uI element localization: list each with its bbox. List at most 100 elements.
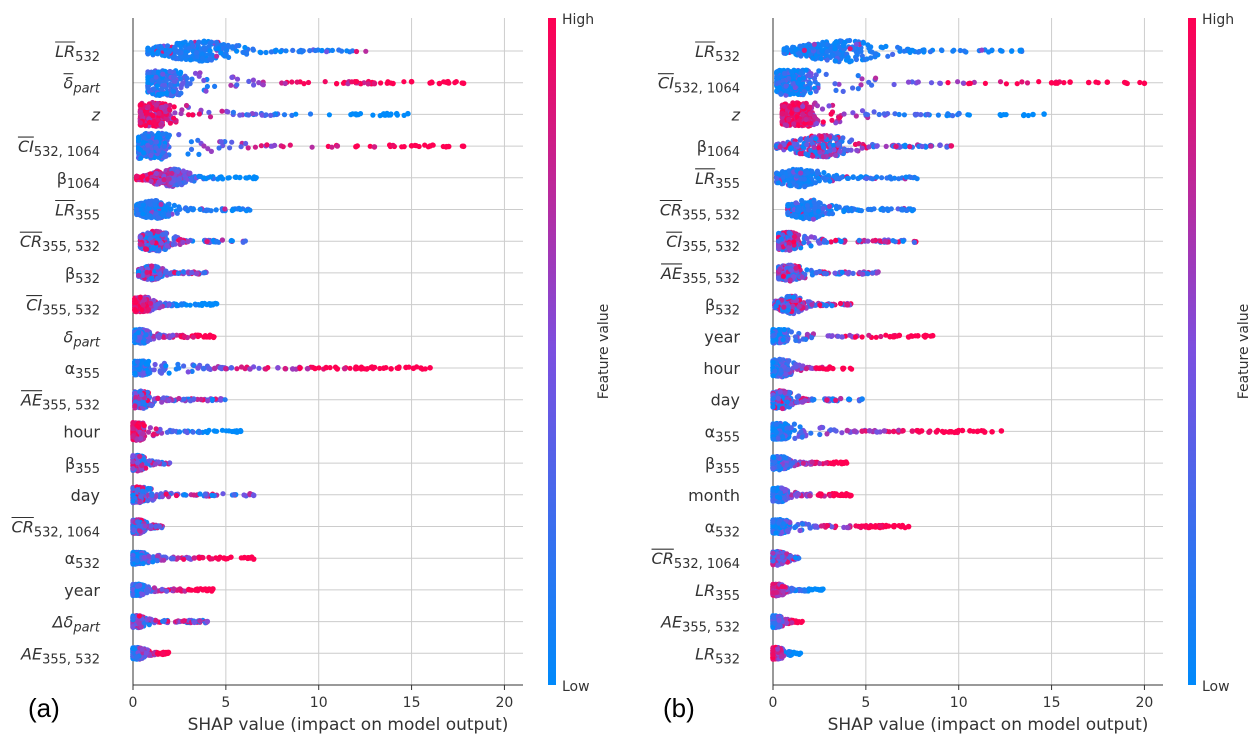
shap-point [171,104,177,110]
shap-point [140,211,146,217]
shap-point [153,303,159,309]
shap-point [152,461,159,467]
shap-point [157,271,163,277]
shap-point [365,81,371,87]
shap-point [160,211,166,217]
shap-point [183,56,189,63]
shap-outlier [312,365,318,372]
shap-point [334,81,340,87]
shap-point [181,396,187,402]
shap-point [152,198,158,204]
shap-point [203,88,209,94]
shap-point [166,49,172,55]
shap-outlier [427,143,433,149]
shap-point [140,202,147,208]
shap-point [185,369,191,375]
shap-point [150,113,156,119]
shap-outlier [388,366,394,372]
shap-point [161,461,167,467]
shap-point [326,112,332,118]
shap-point [187,170,193,176]
feature-label-subscript: 532, 1064 [34,526,100,541]
shap-point [152,202,158,208]
shap-point [134,592,140,598]
shap-point [166,370,172,376]
shap-point [160,131,166,137]
shap-point [155,215,161,221]
feature-swarm [145,68,467,99]
shap-point [201,143,207,149]
shap-point [150,559,156,565]
shap-point [190,112,196,118]
shap-point [139,392,145,398]
shap-point [140,400,146,406]
feature-label-base: β [65,454,75,473]
shap-point [190,334,196,340]
shap-point [229,207,235,214]
shap-point [251,82,257,88]
shap-point [179,302,185,308]
feature-label-base: δ [64,327,74,346]
shap-point [139,307,145,313]
shap-point [130,453,136,459]
shap-point [171,586,177,592]
shap-outlier [210,586,216,592]
shap-outlier [408,143,415,149]
shap-point [169,170,175,176]
shap-point [145,48,151,54]
shap-point [163,268,169,274]
shap-outlier [334,143,341,149]
shap-point [196,39,202,46]
shap-point [263,112,269,118]
shap-point [153,211,159,217]
feature-label-subscript: part [72,82,101,97]
feature-label-base: CI [26,296,42,315]
shap-point [176,365,182,371]
shap-point [196,151,202,157]
shap-point [329,144,335,150]
shap-point [294,79,300,85]
shap-point [210,333,216,339]
shap-point [158,201,164,207]
shap-point [256,365,262,371]
feature-label-base: α [65,359,76,378]
shap-point [130,556,136,562]
shap-point [147,425,153,431]
shap-point [137,234,143,240]
shap-point [189,269,195,276]
shap-outlier [228,365,235,371]
feature-swarm [137,99,411,129]
shap-point [140,560,146,567]
shap-outlier [193,586,199,593]
shap-point [246,112,252,118]
shap-point [135,583,141,589]
shap-point [149,50,155,57]
shap-point [222,397,228,403]
feature-label-base: β [57,169,67,188]
shap-point [369,364,375,370]
shap-point [370,112,376,118]
shap-point [153,74,159,80]
feature-label: LR532 [55,42,100,65]
shap-point [225,175,231,181]
shap-point [289,112,295,118]
shap-point [189,76,195,82]
shap-point [163,363,169,369]
shap-point [149,402,155,409]
shap-point [166,302,172,308]
shap-outlier [334,366,341,372]
shap-outlier [390,142,396,149]
shap-point [229,45,236,51]
shap-point [169,555,175,561]
shap-point [155,395,161,402]
shap-point [243,175,249,181]
shap-outlier [353,111,359,117]
shap-point [243,140,249,147]
feature-swarm [130,613,211,631]
shap-point [134,206,140,213]
shap-point [146,458,153,464]
shap-point [177,76,183,82]
shap-point [145,199,152,205]
shap-outlier [427,80,433,86]
shap-point [258,143,264,149]
